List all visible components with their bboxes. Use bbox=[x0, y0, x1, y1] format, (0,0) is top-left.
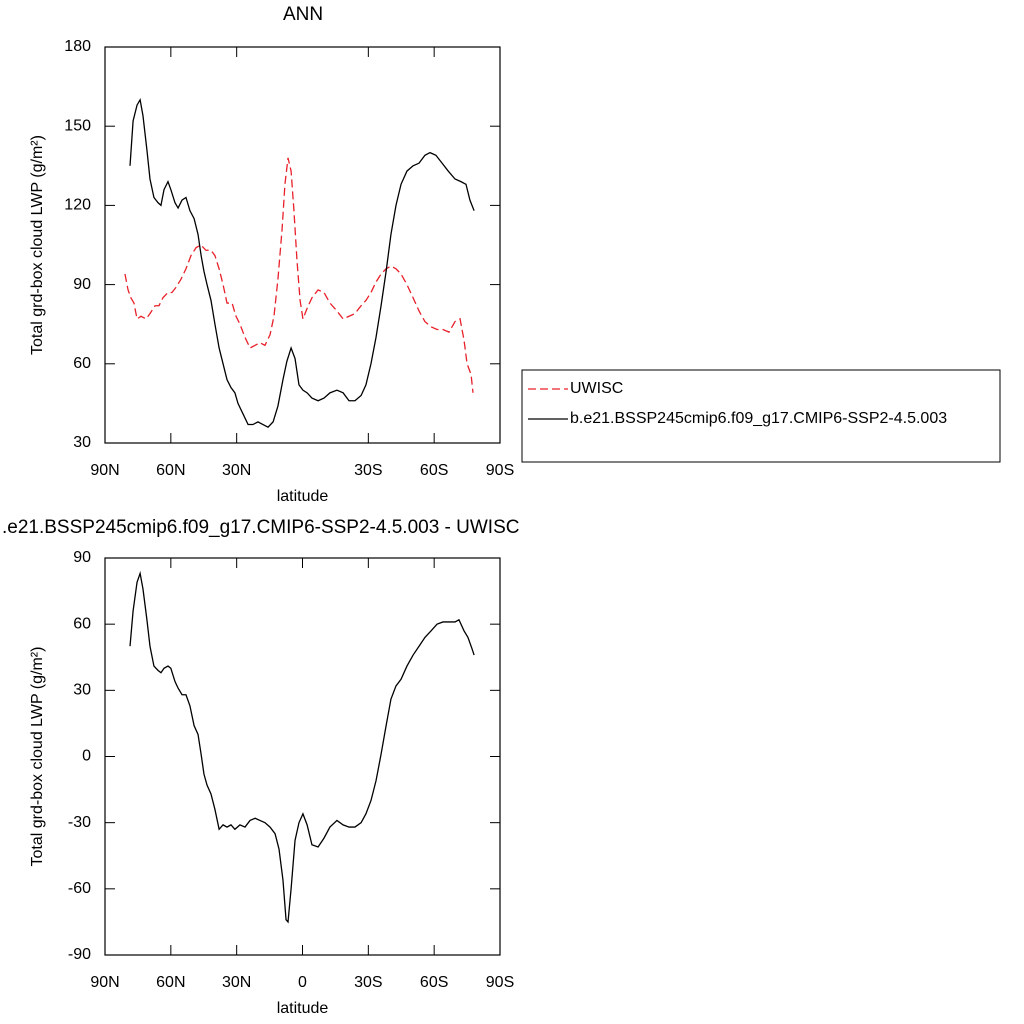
y-tick-label: 90 bbox=[73, 276, 91, 293]
x-axis-label: latitude bbox=[277, 1000, 329, 1017]
plot-frame bbox=[104, 46, 501, 444]
chart-title: .e21.BSSP245cmip6.f09_g17.CMIP6-SSP2-4.5… bbox=[2, 517, 519, 538]
plot-frame bbox=[104, 557, 501, 956]
y-tick-label: -30 bbox=[68, 814, 91, 831]
x-tick-label: 0 bbox=[298, 974, 307, 991]
legend-box bbox=[521, 369, 1001, 463]
y-axis-label: Total grd-box cloud LWP (g/m²) bbox=[29, 135, 46, 355]
x-tick-label: 90N bbox=[90, 462, 119, 479]
x-tick-label: 60S bbox=[420, 974, 448, 991]
y-tick-label: 120 bbox=[64, 197, 91, 214]
y-tick-label: 30 bbox=[73, 434, 91, 451]
y-tick-label: 180 bbox=[64, 38, 91, 55]
data-line bbox=[129, 570, 475, 924]
y-tick-label: -60 bbox=[68, 880, 91, 897]
chart-title: ANN bbox=[283, 4, 323, 25]
x-axis-label: latitude bbox=[277, 488, 329, 505]
x-tick-label: 30S bbox=[354, 974, 382, 991]
x-tick-label: 90S bbox=[486, 462, 514, 479]
x-tick-label: 60N bbox=[156, 462, 185, 479]
y-tick-label: 60 bbox=[73, 615, 91, 632]
legend-label: UWISC bbox=[570, 380, 623, 397]
y-tick-label: 60 bbox=[73, 355, 91, 372]
y-tick-label: 90 bbox=[73, 549, 91, 566]
y-tick-label: -90 bbox=[68, 946, 91, 963]
x-tick-label: 30N bbox=[222, 974, 251, 991]
x-tick-label: 30S bbox=[354, 462, 382, 479]
y-tick-label: 30 bbox=[73, 682, 91, 699]
legend-label: b.e21.BSSP245cmip6.f09_g17.CMIP6-SSP2-4.… bbox=[570, 410, 947, 427]
x-tick-label: 90S bbox=[486, 974, 514, 991]
x-tick-label: 60N bbox=[156, 974, 185, 991]
y-tick-label: 150 bbox=[64, 117, 91, 134]
x-tick-label: 30N bbox=[222, 462, 251, 479]
y-axis-label: Total grd-box cloud LWP (g/m²) bbox=[29, 647, 46, 867]
y-tick-label: 0 bbox=[82, 748, 91, 765]
x-tick-label: 90N bbox=[90, 974, 119, 991]
x-tick-label: 60S bbox=[420, 462, 448, 479]
data-line bbox=[124, 157, 474, 393]
data-line bbox=[129, 97, 475, 428]
